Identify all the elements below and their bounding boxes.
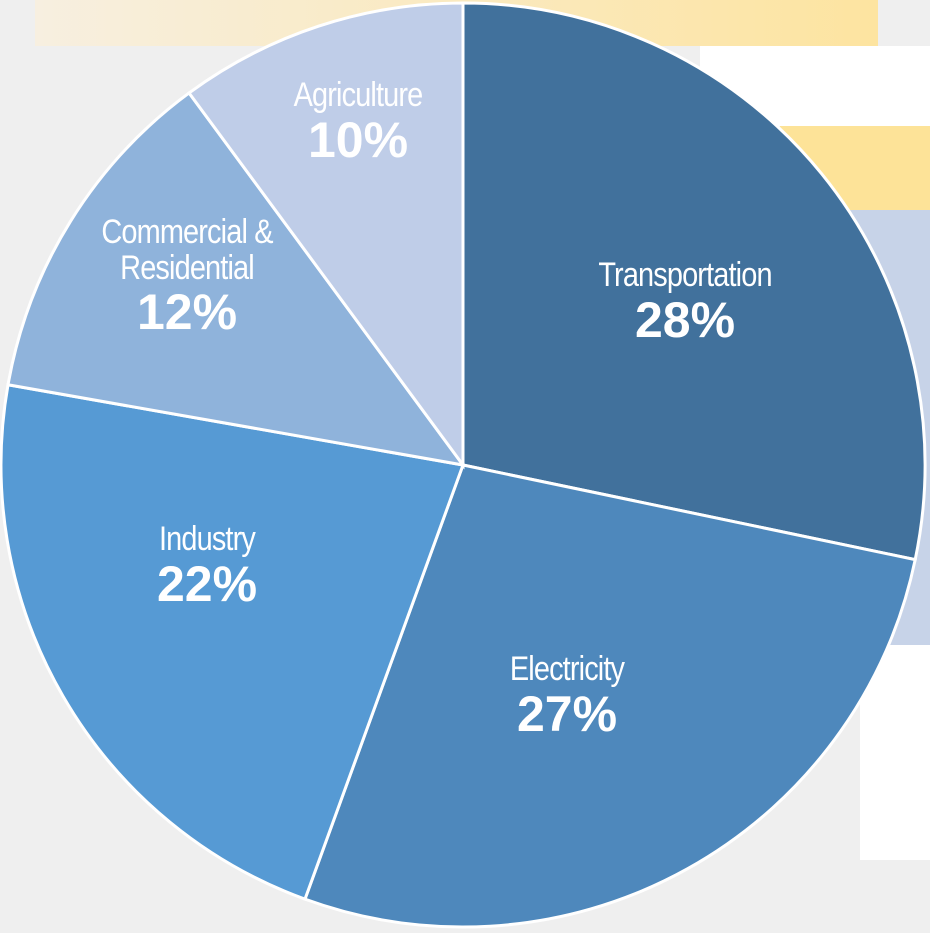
slice-label: Agriculture 10%: [258, 76, 458, 168]
slice-label: Industry 22%: [107, 520, 307, 612]
category-label: Commercial & Residential: [101, 213, 273, 287]
slice-label: Transportation 28%: [555, 256, 815, 348]
pie-slice: [461, 1, 927, 562]
value-label: 10%: [307, 111, 409, 168]
slice-label: Commercial & Residential 12%: [82, 213, 292, 341]
slice-label: Electricity 27%: [457, 650, 677, 742]
pie-slice: [6, 90, 467, 468]
category-label: Transportation: [598, 256, 772, 294]
pie-slice: [186, 1, 465, 470]
pie-slice: [0, 383, 466, 902]
pie-slice: [303, 463, 917, 929]
value-label: 12%: [136, 284, 238, 341]
value-label: 28%: [634, 291, 736, 348]
value-label: 27%: [516, 685, 618, 742]
value-label: 22%: [156, 555, 258, 612]
category-label: Electricity: [509, 650, 625, 688]
category-label: Industry: [158, 520, 256, 558]
category-label: Agriculture: [293, 76, 424, 114]
